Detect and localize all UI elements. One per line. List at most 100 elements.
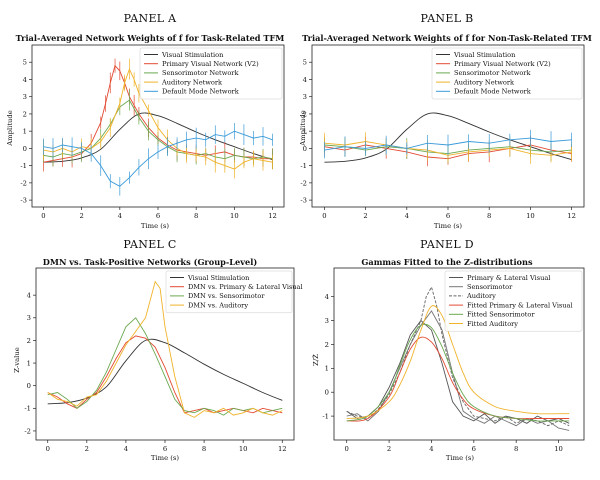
legend-label: Default Mode Network <box>454 88 532 96</box>
y-tick-label: 3 <box>27 314 31 322</box>
legend-box <box>431 47 583 100</box>
y-tick-label: -1 <box>24 405 31 413</box>
series-layer <box>47 280 283 418</box>
y-tick-label: 2 <box>325 341 329 349</box>
legend-box <box>444 270 583 332</box>
y-tick-label: 4 <box>27 292 31 300</box>
legend-label: Primary Visual Network (V2) <box>454 60 551 68</box>
legend-box <box>139 47 283 100</box>
chart-d: 0 2 4 6 8 10 -1 0 1 2 3 4 Primary & Lateral VisualSe… <box>322 267 585 453</box>
legend-label: Visual Stimulation <box>453 51 516 59</box>
x-tick-label: 6 <box>156 212 160 220</box>
x-tick-label: 12 <box>278 445 287 453</box>
y-tick-label: 1 <box>325 365 329 373</box>
y-tick-label: 0 <box>325 389 329 397</box>
y-tick-label: 2 <box>303 110 307 118</box>
panel-a-label: PANEL A <box>124 12 178 25</box>
x-tick-label: 12 <box>268 212 277 220</box>
y-tick-label: -3 <box>300 197 307 205</box>
y-tick-label: 2 <box>23 110 27 118</box>
x-tick-label: 4 <box>429 445 433 453</box>
x-tick-label: 12 <box>567 212 576 220</box>
series-auditory-line <box>346 285 570 427</box>
x-tick-label: 6 <box>163 445 167 453</box>
plot-frame <box>333 267 585 441</box>
legend-label: Primary Visual Network (V2) <box>162 60 259 68</box>
legend-label: DMN vs. Primary & Lateral Visual <box>188 283 303 291</box>
y-tick-label: 1 <box>27 359 31 367</box>
legend-box <box>165 270 293 314</box>
plot-frame <box>311 44 585 208</box>
y-tick-label: 5 <box>303 59 307 67</box>
x-tick-label: 8 <box>202 445 206 453</box>
x-tick-label: 10 <box>230 212 239 220</box>
y-tick-label: 4 <box>23 76 27 84</box>
series-visual-stimulation-line <box>47 338 283 405</box>
x-tick-label: 2 <box>387 445 391 453</box>
legend: Primary & Lateral VisualSensorimotorAudi… <box>444 270 583 332</box>
x-tick-label: 4 <box>405 212 409 220</box>
legend-label: Sensorimotor <box>467 283 513 291</box>
legend-label: Primary & Lateral Visual <box>467 274 550 282</box>
x-tick-label: 10 <box>526 212 535 220</box>
legend-label: Default Mode Network <box>162 88 240 96</box>
chart-b-title: Trial-Averaged Network Weights of f for … <box>302 33 592 43</box>
chart-d-xlabel: Time (s) <box>446 454 474 462</box>
plot-frame <box>31 44 285 208</box>
series-dmn-vs-primary-lateral-visual-line <box>47 335 283 414</box>
x-tick-label: 6 <box>472 445 476 453</box>
legend-label: Auditory Network <box>161 78 223 86</box>
y-tick-label: -1 <box>20 162 27 170</box>
panel-d-label: PANEL D <box>420 238 474 251</box>
y-tick-label: 0 <box>303 145 307 153</box>
legend-label: Visual Stimulation <box>161 51 224 59</box>
y-tick-label: -1 <box>322 413 329 421</box>
x-tick-label: 10 <box>239 445 248 453</box>
series-layer <box>43 58 273 196</box>
legend-label: Auditory Network <box>453 78 515 86</box>
y-tick-label: 4 <box>303 76 307 84</box>
x-tick-label: 2 <box>79 212 83 220</box>
y-tick-label: 5 <box>23 59 27 67</box>
x-tick-label: 8 <box>194 212 198 220</box>
legend-label: DMN vs. Sensorimotor <box>188 292 265 300</box>
legend-label: Fitted Auditory <box>467 320 518 328</box>
legend-label: Auditory <box>466 292 496 300</box>
x-tick-label: 6 <box>446 212 450 220</box>
y-tick-label: -1 <box>300 162 307 170</box>
x-tick-label: 2 <box>85 445 89 453</box>
chart-a-title: Trial-Averaged Network Weights of f for … <box>16 33 285 43</box>
y-tick-label: 3 <box>325 317 329 325</box>
chart-c-xlabel: Time (s) <box>151 454 179 462</box>
y-tick-label: 1 <box>23 128 27 136</box>
y-tick-label: -2 <box>24 427 31 435</box>
panel-b-label: PANEL B <box>421 12 474 25</box>
chart-a-ylabel: Amplitude <box>6 110 14 147</box>
panel-c-label: PANEL C <box>123 238 176 251</box>
chart-c-ylabel: Z-value <box>13 347 21 373</box>
y-tick-label: 3 <box>303 93 307 101</box>
legend-label: Visual Stimulation <box>187 274 250 282</box>
y-tick-label: 1 <box>303 128 307 136</box>
legend-label: Sensorimotor Network <box>454 69 531 77</box>
series-dmn-vs-auditory-line <box>47 280 283 418</box>
x-tick-label: 10 <box>554 445 563 453</box>
x-tick-label: 0 <box>322 212 326 220</box>
series-layer <box>324 112 572 167</box>
y-tick-label: 4 <box>325 293 329 301</box>
x-tick-label: 0 <box>46 445 50 453</box>
y-tick-label: -3 <box>20 197 27 205</box>
legend-label: Sensorimotor Network <box>162 69 239 77</box>
x-tick-label: 0 <box>345 445 349 453</box>
chart-c-title: DMN vs. Task-Positive Networks (Group-Le… <box>43 257 258 267</box>
y-tick-label: 0 <box>27 382 31 390</box>
chart-b-ylabel: Amplitude <box>299 110 307 147</box>
chart-d-title: Gammas Fitted to the Z-distributions <box>361 257 533 267</box>
series-dmn-vs-sensorimotor-line <box>47 317 283 416</box>
